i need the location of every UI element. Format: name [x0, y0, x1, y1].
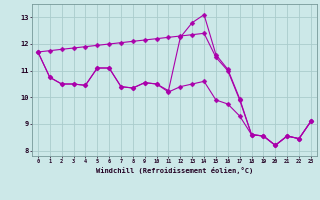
X-axis label: Windchill (Refroidissement éolien,°C): Windchill (Refroidissement éolien,°C) — [96, 167, 253, 174]
